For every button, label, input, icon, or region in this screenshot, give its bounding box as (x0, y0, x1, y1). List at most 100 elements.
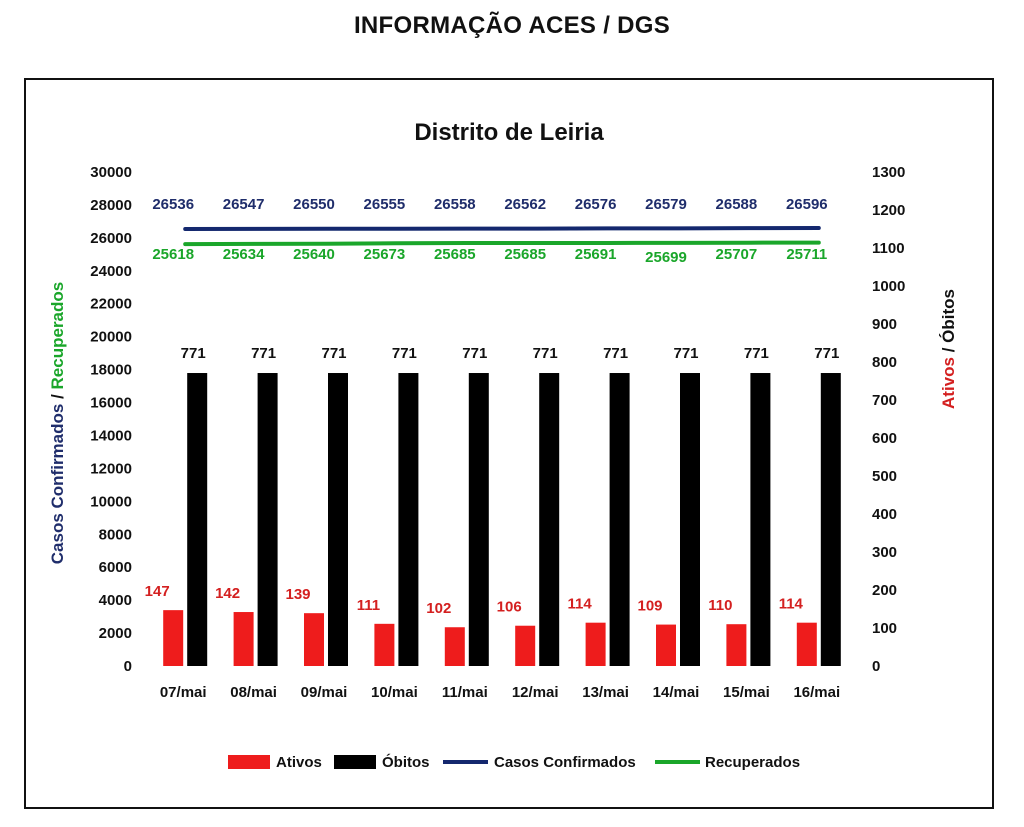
ativos-data-label: 102 (426, 600, 451, 617)
left-axis-label: Casos Confirmados / Recuperados (48, 282, 67, 564)
ativos-data-label: 106 (497, 599, 522, 616)
right-axis-tick: 0 (872, 658, 880, 675)
ativos-data-label: 147 (145, 583, 170, 600)
obitos-data-label: 771 (744, 345, 769, 362)
recuperados-data-label: 25711 (786, 246, 827, 263)
right-axis-tick: 1300 (872, 164, 905, 181)
legend-label: Óbitos (382, 753, 430, 771)
bar-obitos (750, 373, 771, 666)
recuperados-data-label: 25691 (575, 246, 617, 263)
bar-obitos (820, 373, 841, 666)
obitos-data-label: 771 (673, 345, 698, 362)
recuperados-data-label: 25634 (223, 246, 265, 263)
obitos-data-label: 771 (251, 345, 276, 362)
obitos-data-label: 771 (392, 345, 417, 362)
left-axis-tick: 6000 (99, 559, 132, 576)
left-axis-tick: 16000 (90, 395, 132, 412)
right-axis-tick: 500 (872, 468, 897, 485)
obitos-data-label: 771 (814, 345, 839, 362)
confirmados-data-label: 26558 (434, 196, 476, 213)
right-axis-tick: 1000 (872, 278, 905, 295)
recuperados-data-label: 25685 (504, 246, 546, 263)
legend-label: Casos Confirmados (494, 754, 636, 771)
confirmados-data-label: 26562 (504, 196, 546, 213)
left-axis-tick: 18000 (90, 362, 132, 379)
obitos-data-label: 771 (533, 345, 558, 362)
ativos-data-label: 142 (215, 585, 240, 602)
bar-obitos (398, 373, 419, 666)
left-axis-label-part: Recuperados (48, 282, 67, 390)
legend-swatch (334, 755, 376, 769)
right-axis-label-part: Ativos (939, 357, 958, 409)
confirmados-data-label: 26579 (645, 196, 687, 213)
left-axis-tick: 0 (124, 658, 132, 675)
bar-ativos (656, 624, 676, 666)
right-axis-tick: 600 (872, 430, 897, 447)
chart-frame: Distrito de Leiria 0 2000 4000 6000 8000 10000… (24, 78, 994, 809)
right-axis-tick: 800 (872, 354, 897, 371)
left-axis-tick: 28000 (90, 197, 132, 214)
left-axis-tick: 26000 (90, 230, 132, 247)
right-axis-tick: 900 (872, 316, 897, 333)
bar-ativos (796, 622, 817, 666)
category-label: 12/mai (512, 684, 559, 701)
bar-ativos (444, 627, 465, 666)
obitos-data-label: 771 (462, 345, 487, 362)
ativos-data-label: 114 (567, 596, 592, 613)
category-label: 11/mai (442, 684, 488, 701)
left-axis-label-part: Casos Confirmados (48, 404, 67, 565)
bar-obitos (328, 373, 348, 666)
bar-obitos (187, 373, 208, 666)
recuperados-data-label: 25640 (293, 246, 335, 263)
ativos-data-label: 139 (285, 586, 310, 603)
right-axis-label: Ativos / Óbitos (939, 289, 958, 409)
recuperados-data-label: 25707 (716, 246, 758, 263)
bar-obitos (539, 373, 560, 666)
recuperados-data-label: 25673 (364, 246, 406, 263)
right-axis-label-part: Óbitos (939, 289, 958, 343)
category-label: 14/mai (653, 684, 700, 701)
obitos-data-label: 771 (603, 345, 628, 362)
line-confirmados (183, 226, 821, 232)
right-axis-tick: 300 (872, 544, 897, 561)
left-axis-tick: 4000 (99, 592, 132, 609)
bar-obitos (609, 373, 630, 666)
legend-label: Recuperados (705, 754, 800, 771)
category-label: 16/mai (793, 684, 840, 701)
legend-label: Ativos (276, 754, 322, 771)
category-label: 13/mai (582, 684, 629, 701)
bar-ativos (374, 623, 395, 666)
bar-obitos (257, 373, 278, 666)
line-recuperados (183, 240, 821, 247)
left-axis-tick: 2000 (99, 625, 132, 642)
bar-ativos (726, 624, 747, 666)
category-label: 08/mai (230, 684, 277, 701)
right-axis-tick: 1200 (872, 202, 905, 219)
right-axis-label-part: / (939, 343, 958, 357)
confirmados-data-label: 26596 (786, 196, 828, 213)
category-label: 07/mai (160, 684, 207, 701)
left-axis-tick: 14000 (90, 427, 132, 444)
bar-ativos (515, 625, 536, 666)
confirmados-data-label: 26576 (575, 196, 617, 213)
right-axis-tick: 100 (872, 620, 897, 637)
recuperados-data-label: 25699 (645, 249, 687, 266)
category-label: 15/mai (723, 684, 770, 701)
confirmados-data-label: 26547 (223, 196, 265, 213)
ativos-data-label: 111 (357, 597, 380, 614)
bar-obitos (468, 373, 489, 666)
confirmados-data-label: 26550 (293, 196, 335, 213)
confirmados-data-label: 26588 (716, 196, 758, 213)
chart-title: Distrito de Leiria (414, 119, 604, 146)
obitos-data-label: 771 (181, 345, 206, 362)
ativos-data-label: 114 (779, 596, 804, 613)
page-title: INFORMAÇÃO ACES / DGS (353, 12, 671, 39)
right-axis-tick: 1100 (872, 240, 905, 257)
chart: Distrito de Leiria0200040006000800010000… (48, 119, 958, 771)
left-axis-tick: 30000 (90, 164, 132, 181)
right-axis-tick: 200 (872, 582, 897, 599)
right-axis-tick: 400 (872, 506, 897, 523)
obitos-data-label: 771 (321, 345, 346, 362)
left-axis-tick: 10000 (90, 493, 132, 510)
confirmados-data-label: 26555 (364, 196, 406, 213)
